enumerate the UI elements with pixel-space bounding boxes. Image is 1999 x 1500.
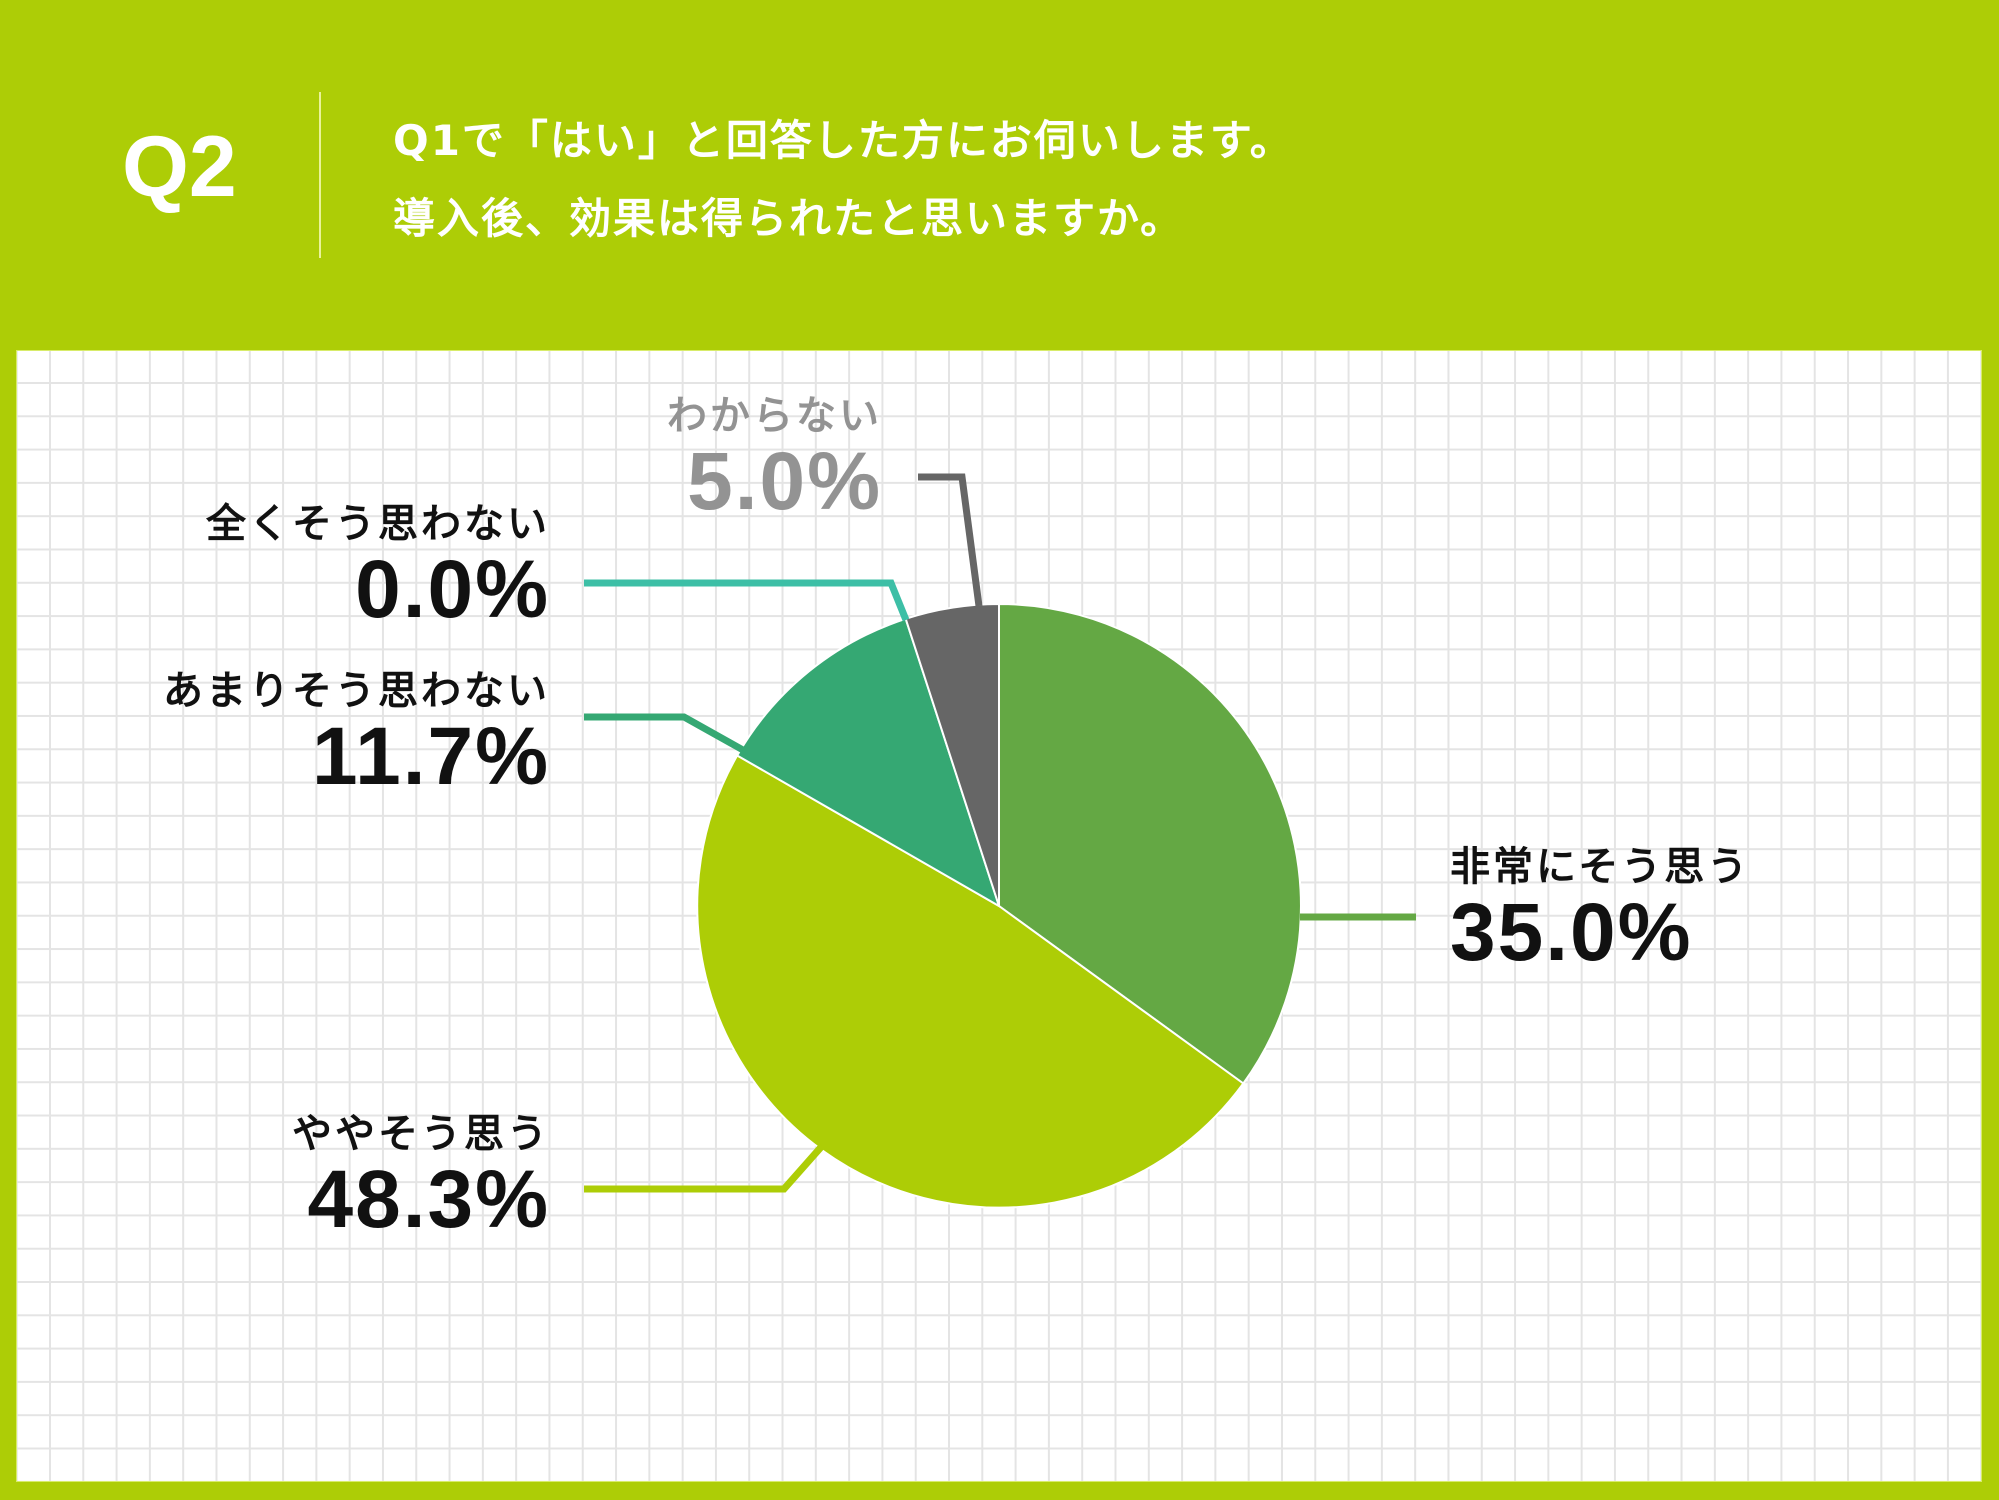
- label-somewhat-pct: 48.3%: [307, 1154, 550, 1245]
- header-band: Q2 Q1で「はい」と回答した方にお伺いします。 導入後、効果は得られたと思いま…: [0, 0, 1999, 350]
- label-not-at-all: 全くそう思わない 0.0%: [206, 500, 550, 632]
- header-divider: [319, 92, 321, 258]
- leader-line-unknown: [918, 473, 983, 607]
- label-somewhat: ややそう思う 48.3%: [292, 1110, 550, 1242]
- label-very-much-name: 非常にそう思う: [1450, 844, 1751, 890]
- label-not-at-all-name: 全くそう思わない: [206, 501, 550, 547]
- label-very-much: 非常にそう思う 35.0%: [1450, 843, 1750, 975]
- label-unknown: わからない 5.0%: [667, 392, 882, 524]
- label-not-at-all-pct: 0.0%: [355, 544, 550, 635]
- label-very-much-pct: 35.0%: [1450, 887, 1693, 978]
- slice-very-much: [998, 602, 1302, 1085]
- leader-line-not-really: [584, 713, 745, 754]
- question-text: Q1で「はい」と回答した方にお伺いします。 導入後、効果は得られたと思いますか。: [393, 102, 1294, 258]
- label-not-really: あまりそう思わない 11.7%: [163, 667, 550, 799]
- leader-line-somewhat: [584, 1143, 825, 1193]
- label-unknown-name: わからない: [667, 393, 882, 439]
- label-not-really-name: あまりそう思わない: [163, 668, 550, 714]
- slice-not-really: [735, 617, 1001, 909]
- label-somewhat-name: ややそう思う: [292, 1111, 550, 1157]
- label-not-really-pct: 11.7%: [312, 711, 550, 802]
- slice-somewhat: [696, 754, 1245, 1209]
- leader-line-not-at-all: [584, 579, 910, 622]
- question-number: Q2: [122, 119, 237, 215]
- label-unknown-pct: 5.0%: [687, 436, 882, 527]
- question-line-1: Q1で「はい」と回答した方にお伺いします。: [393, 116, 1294, 165]
- question-line-2: 導入後、効果は得られたと思いますか。: [393, 194, 1185, 243]
